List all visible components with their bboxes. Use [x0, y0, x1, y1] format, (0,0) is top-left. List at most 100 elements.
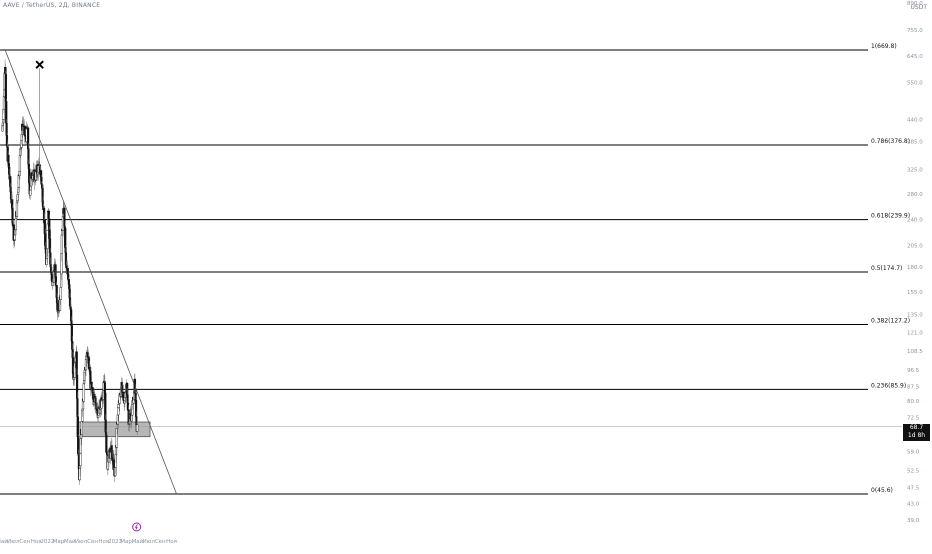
candle-body: [55, 297, 59, 304]
candle-body: [29, 185, 32, 191]
lightning-icon: [134, 524, 138, 530]
fib-level-label: 0(45.6): [871, 487, 893, 494]
candle-body: [116, 414, 119, 425]
candle-countdown: 1d 8h: [907, 432, 926, 439]
x-tick-label: 2022: [40, 539, 54, 545]
candle-body: [2, 119, 5, 124]
candle-body: [11, 207, 14, 224]
candle-body: [50, 267, 53, 273]
candle-body: [67, 279, 71, 285]
candle-body: [45, 248, 49, 259]
y-tick-label: 87.5: [907, 384, 920, 390]
candle-body: [7, 163, 10, 168]
current-price-badge: 68.7 1d 8h: [903, 424, 930, 441]
candle-body: [68, 288, 71, 299]
candle-body: [105, 434, 108, 453]
candle-body: [84, 359, 88, 371]
candle-body: [49, 252, 52, 265]
candle-body: [104, 392, 107, 420]
y-tick-label: 43.0: [907, 502, 920, 508]
candle-body: [103, 382, 106, 394]
candle-body: [83, 380, 86, 384]
y-tick-label: 280.0: [907, 192, 923, 198]
candle-body: [114, 454, 117, 468]
candle-body: [60, 234, 63, 254]
candle-body: [97, 414, 100, 418]
candle-body: [114, 467, 117, 476]
x-tick-label: Сен: [155, 539, 166, 545]
currency-label: USDT: [910, 4, 928, 11]
y-tick-label: 205.0: [907, 244, 923, 250]
support-zone: [76, 421, 151, 438]
y-tick-label: 108.5: [907, 349, 923, 355]
candle-body: [59, 287, 62, 300]
y-tick-label: 52.5: [907, 469, 920, 475]
candle-body: [19, 149, 22, 156]
candle-body: [47, 210, 50, 219]
candle-body: [46, 229, 49, 249]
candle-body: [126, 394, 129, 403]
fib-level-label: 0.618(239.9): [871, 213, 910, 220]
candle-body: [18, 170, 21, 176]
candle-body: [75, 351, 78, 376]
y-tick-label: 39.0: [907, 518, 920, 524]
candle-body: [73, 362, 76, 378]
candle-body: [60, 273, 63, 288]
fib-level-label: 0.382(127.2): [871, 317, 910, 324]
candle-body: [5, 122, 8, 136]
candle-body: [132, 398, 135, 404]
candle-body: [4, 67, 7, 75]
candle-body: [44, 233, 47, 246]
candle-body: [71, 349, 74, 358]
candle-body: [18, 155, 22, 172]
candle-body: [110, 445, 114, 451]
x-tick-label: Ноя: [98, 539, 109, 545]
candle-body: [104, 419, 107, 433]
candle-body: [16, 194, 19, 201]
x-tick-label: Мар: [120, 539, 132, 545]
candle-body: [134, 388, 137, 394]
candle-body: [134, 399, 138, 417]
y-tick-label: 72.5: [907, 415, 920, 421]
candle-body: [27, 163, 30, 169]
x-tick-label: Май: [64, 538, 76, 545]
x-tick-label: Июл: [75, 539, 88, 545]
candle-body: [2, 108, 5, 120]
y-tick-label: 240.0: [907, 218, 923, 224]
x-tick-label: Мар: [53, 539, 65, 545]
candle-body: [50, 272, 53, 275]
candle-body: [6, 145, 9, 148]
candle-body: [76, 416, 79, 438]
y-tick-label: 80.0: [907, 399, 920, 405]
candle-body: [103, 381, 106, 383]
candle-body: [11, 199, 14, 209]
candle-body: [82, 383, 85, 402]
candle-body: [2, 96, 6, 110]
candle-body: [28, 168, 31, 184]
candle-body: [95, 403, 98, 409]
candle-body: [80, 420, 83, 435]
candle-body: [41, 184, 44, 189]
candle-body: [66, 268, 69, 275]
fib-level-label: 0.5(174.7): [871, 265, 902, 272]
y-tick-label: 135.0: [907, 313, 923, 319]
chart-ticker: AAVE / TetherUS, 2Д, BINANCE: [3, 2, 101, 9]
x-tick-label: Июл: [7, 539, 20, 545]
candle-body: [126, 382, 129, 396]
y-tick-label: 180.0: [907, 265, 923, 271]
candle-body: [117, 407, 120, 416]
candle-body: [5, 101, 8, 124]
candle-body: [26, 127, 30, 149]
candle-body: [136, 424, 139, 432]
candle-body: [120, 382, 124, 386]
x-tick-label: Май: [0, 538, 8, 545]
candle-body: [7, 154, 10, 164]
cross-marker-icon: [35, 60, 44, 69]
candle-body: [48, 238, 52, 254]
candle-body: [70, 325, 73, 342]
y-tick-label: 325.0: [907, 167, 923, 173]
candle-body: [88, 367, 92, 372]
candle-body: [87, 357, 91, 369]
